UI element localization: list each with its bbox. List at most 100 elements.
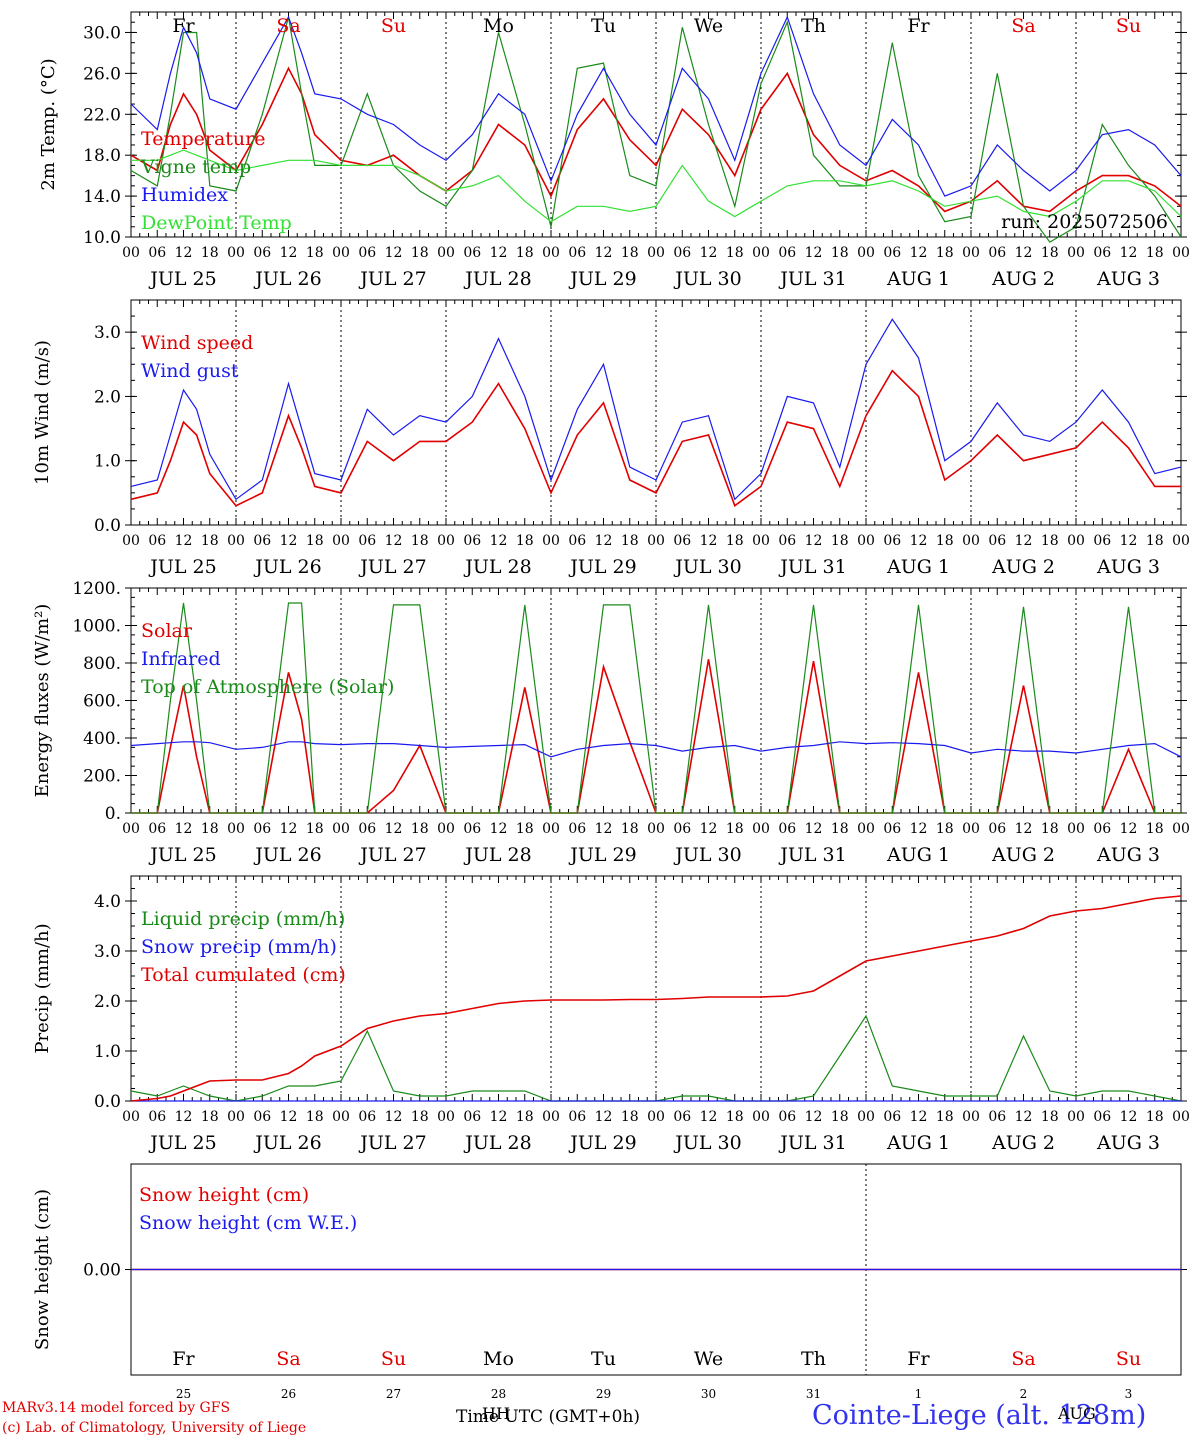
hour-tick-label: 00 xyxy=(1172,533,1190,549)
day-number-label: 29 xyxy=(596,1387,611,1401)
hour-tick-label: 18 xyxy=(306,821,324,837)
hour-tick-label: 12 xyxy=(805,1109,823,1125)
hour-tick-label: 18 xyxy=(516,821,534,837)
hour-tick-label: 12 xyxy=(1015,533,1033,549)
date-label: JUL 30 xyxy=(673,1132,741,1154)
weekday-label: Su xyxy=(1116,1348,1141,1370)
hour-tick-label: 18 xyxy=(306,533,324,549)
hour-tick-label: 00 xyxy=(122,821,140,837)
legend-entry: DewPoint Temp xyxy=(141,212,292,234)
hour-tick-label: 18 xyxy=(831,821,849,837)
date-label: JUL 25 xyxy=(148,556,216,578)
series-line-vigne-temp xyxy=(130,16,1182,243)
hour-tick-label: 18 xyxy=(726,821,744,837)
hour-tick-label: 18 xyxy=(726,1109,744,1125)
hour-tick-label: 06 xyxy=(778,1109,796,1125)
hour-tick-label: 18 xyxy=(1041,245,1059,261)
hour-tick-label: 00 xyxy=(962,533,980,549)
weekday-label: Su xyxy=(381,15,406,37)
hour-tick-label: 06 xyxy=(988,245,1006,261)
hour-tick-label: 06 xyxy=(568,533,586,549)
hour-tick-label: 00 xyxy=(1067,245,1085,261)
hour-tick-label: 18 xyxy=(306,1109,324,1125)
hour-tick-label: 12 xyxy=(280,245,298,261)
date-label: JUL 26 xyxy=(253,556,321,578)
hour-tick-label: 12 xyxy=(175,245,193,261)
day-number-label: 3 xyxy=(1125,1387,1133,1401)
date-label: JUL 28 xyxy=(463,1132,531,1154)
hour-tick-label: 00 xyxy=(332,1109,350,1125)
y-tick-label: 0.00 xyxy=(83,1261,121,1281)
series-line-temperature xyxy=(130,66,1182,213)
y-tick-label: 3.0 xyxy=(94,323,121,343)
date-label: AUG 2 xyxy=(991,268,1055,290)
hour-tick-label: 18 xyxy=(201,245,219,261)
hour-tick-label: 06 xyxy=(988,1109,1006,1125)
hour-tick-label: 18 xyxy=(831,245,849,261)
panel-precip: 0.0 1.0 2.0 3.0 4.0 Precip (mm/h) Liquid preci… xyxy=(32,875,1190,1154)
y-tick-label: 18.0 xyxy=(83,146,121,166)
date-label: JUL 29 xyxy=(568,844,636,866)
series-line-infrared xyxy=(130,741,1182,758)
hour-tick-label: 00 xyxy=(962,821,980,837)
hour-tick-label: 00 xyxy=(227,821,245,837)
date-label: AUG 3 xyxy=(1096,268,1160,290)
hour-tick-label: 18 xyxy=(831,533,849,549)
legend-entry: Wind speed xyxy=(141,332,253,354)
y-tick-label: 14.0 xyxy=(83,187,121,207)
series-line-wind-speed xyxy=(130,369,1181,507)
hour-tick-label: 18 xyxy=(1041,533,1059,549)
hour-tick-label: 00 xyxy=(647,245,665,261)
hour-tick-label: 00 xyxy=(1067,821,1085,837)
model-credit: MARv3.14 model forced by GFS xyxy=(2,1400,231,1416)
hour-tick-label: 06 xyxy=(148,533,166,549)
hour-tick-label: 00 xyxy=(227,245,245,261)
hour-tick-label: 12 xyxy=(1120,821,1138,837)
weekday-label: Th xyxy=(801,1348,826,1370)
y-tick-label: 400. xyxy=(83,729,121,749)
hour-tick-label: 00 xyxy=(857,821,875,837)
hour-tick-label: 00 xyxy=(332,245,350,261)
date-label: AUG 3 xyxy=(1096,1132,1160,1154)
hour-tick-label: 12 xyxy=(910,245,928,261)
hour-tick-label: 18 xyxy=(1041,1109,1059,1125)
hour-tick-label: 00 xyxy=(227,533,245,549)
date-label: JUL 26 xyxy=(253,1132,321,1154)
legend-entry: Wind gust xyxy=(141,360,239,382)
hour-tick-label: 12 xyxy=(280,1109,298,1125)
hour-tick-label: 06 xyxy=(1093,533,1111,549)
y-tick-label: 1.0 xyxy=(94,1042,121,1062)
hour-tick-label: 18 xyxy=(516,1109,534,1125)
hour-tick-label: 00 xyxy=(857,533,875,549)
hour-tick-label: 18 xyxy=(726,245,744,261)
hour-tick-label: 00 xyxy=(122,533,140,549)
series-line-liquid-precip-mm-h- xyxy=(130,1014,1182,1102)
weekday-label: Tu xyxy=(591,15,616,37)
hour-tick-label: 06 xyxy=(778,821,796,837)
hour-tick-label: 06 xyxy=(148,1109,166,1125)
date-label: JUL 26 xyxy=(253,844,321,866)
weekday-label: Su xyxy=(1116,15,1141,37)
hour-tick-label: 12 xyxy=(700,533,718,549)
hour-tick-label: 12 xyxy=(700,821,718,837)
hour-tick-label: 06 xyxy=(463,533,481,549)
hour-tick-label: 06 xyxy=(883,1109,901,1125)
y-tick-label: 800. xyxy=(83,654,121,674)
hour-tick-label: 06 xyxy=(673,1109,691,1125)
hour-tick-label: 06 xyxy=(673,533,691,549)
hour-tick-label: 06 xyxy=(253,1109,271,1125)
hour-tick-label: 18 xyxy=(516,245,534,261)
date-label: JUL 31 xyxy=(778,556,846,578)
hour-tick-label: 12 xyxy=(805,533,823,549)
hour-tick-label: 12 xyxy=(805,821,823,837)
date-label: AUG 1 xyxy=(886,844,950,866)
legend-entry: Total cumulated (cm) xyxy=(141,964,346,986)
hour-tick-label: 12 xyxy=(490,245,508,261)
date-label: JUL 30 xyxy=(673,268,741,290)
hour-tick-label: 18 xyxy=(201,533,219,549)
hour-tick-label: 06 xyxy=(673,821,691,837)
hour-tick-label: 06 xyxy=(148,821,166,837)
date-label: JUL 25 xyxy=(148,268,216,290)
hour-tick-label: 12 xyxy=(595,821,613,837)
date-label: AUG 1 xyxy=(886,556,950,578)
